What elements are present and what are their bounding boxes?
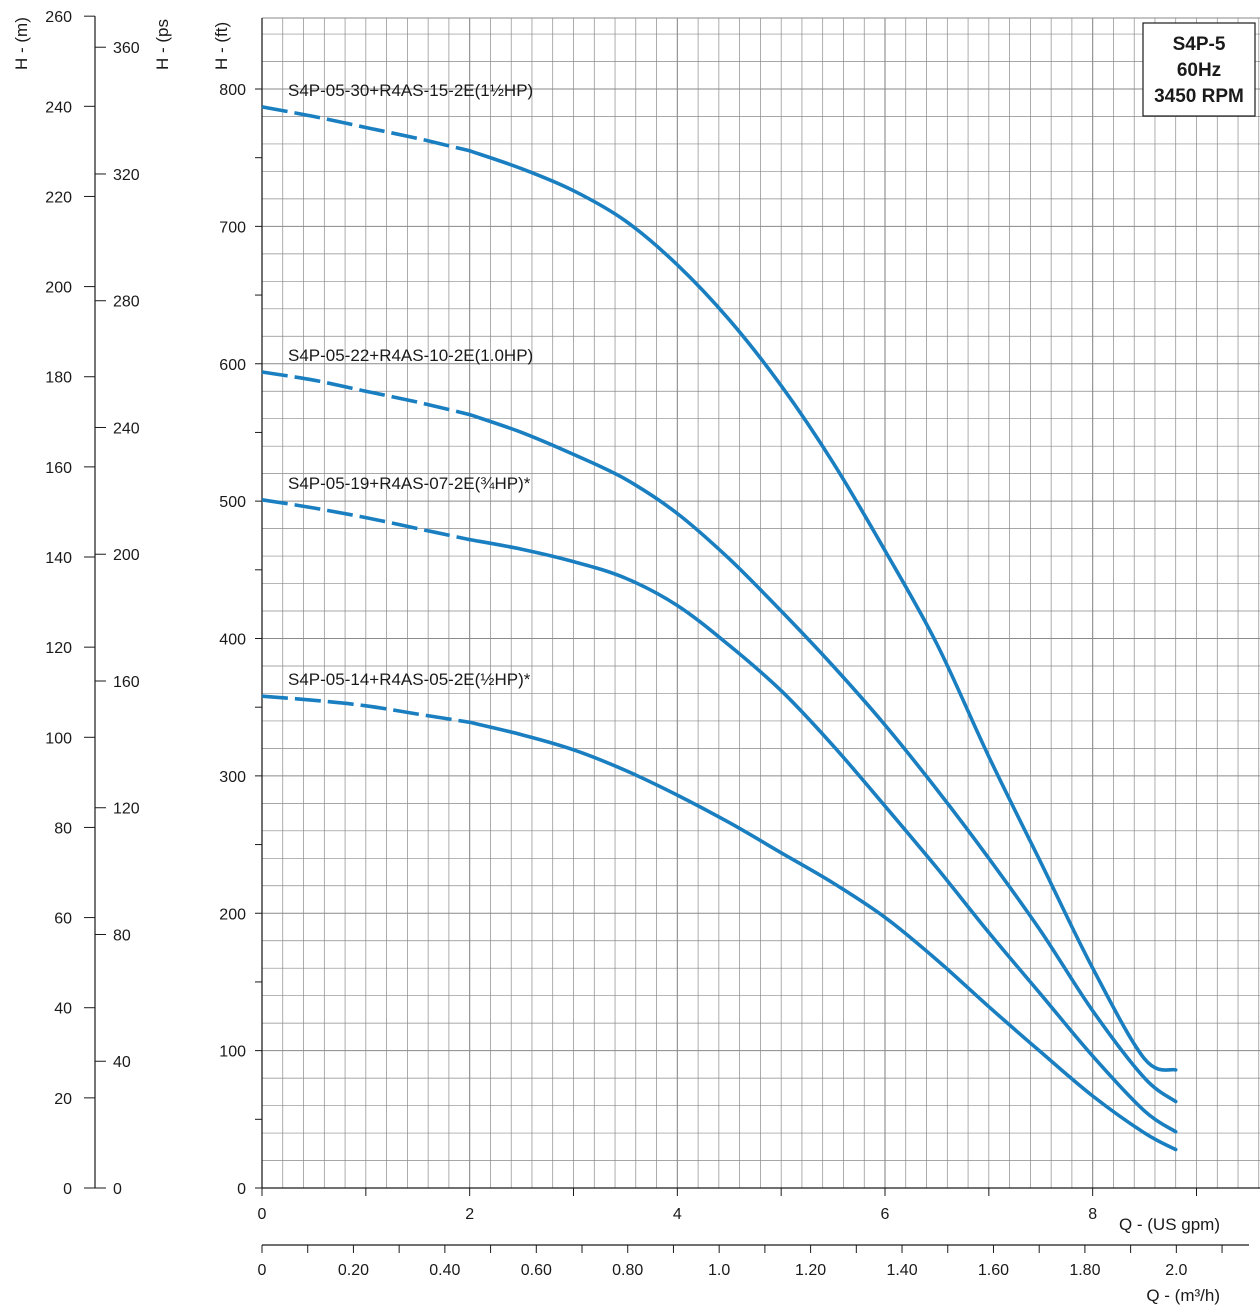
y-psi-tick-label: 0 bbox=[113, 1181, 122, 1198]
chart-title-line-3: 3450 RPM bbox=[1154, 86, 1244, 107]
y-ft-tick-label: 0 bbox=[237, 1181, 246, 1198]
series-curve-3 bbox=[261, 498, 1178, 1134]
y-m-tick-label: 180 bbox=[45, 370, 72, 387]
chart-title-line-1: S4P-5 bbox=[1173, 34, 1226, 55]
series-label-2: S4P-05-22+R4AS-10-2E(1.0HP) bbox=[288, 346, 533, 365]
x-m3h-tick-label: 0 bbox=[258, 1262, 267, 1279]
y-psi-tick-label: 280 bbox=[113, 294, 140, 311]
series-curve-4 bbox=[261, 694, 1178, 1152]
series-label-4: S4P-05-14+R4AS-05-2E(½HP)* bbox=[288, 670, 531, 689]
y-axis-title-m: H - (m) bbox=[12, 17, 31, 70]
x-m3h-tick-label: 0.60 bbox=[521, 1262, 552, 1279]
x-m3h-tick-label: 2.0 bbox=[1165, 1262, 1187, 1279]
y-m-tick-label: 100 bbox=[45, 730, 72, 747]
x-gpm-tick-label: 4 bbox=[673, 1206, 682, 1223]
x-m3h-tick-label: 1.80 bbox=[1069, 1262, 1100, 1279]
y-ft-tick-label: 200 bbox=[219, 906, 246, 923]
y-ft-tick-label: 800 bbox=[219, 82, 246, 99]
y-psi-tick-label: 120 bbox=[113, 801, 140, 818]
y-m-tick-label: 160 bbox=[45, 460, 72, 477]
y-ft-tick-label: 100 bbox=[219, 1044, 246, 1061]
curve-dashed-segment bbox=[261, 370, 471, 417]
y-psi-tick-label: 240 bbox=[113, 420, 140, 437]
x-gpm-tick-label: 2 bbox=[465, 1206, 474, 1223]
y-axis-title-psi: H - (ps bbox=[153, 19, 172, 70]
series-curve-1 bbox=[261, 105, 1178, 1072]
y-m-tick-label: 260 bbox=[45, 9, 72, 26]
y-m-tick-label: 200 bbox=[45, 280, 72, 297]
plot-grid bbox=[261, 17, 1260, 1189]
curve-dashed-segment bbox=[261, 498, 471, 542]
y-axis-title-ft: H - (ft) bbox=[212, 22, 231, 70]
series-label-3: S4P-05-19+R4AS-07-2E(¾HP)* bbox=[288, 474, 531, 493]
y-ft-tick-label: 500 bbox=[219, 494, 246, 511]
curve-solid-segment bbox=[467, 149, 1178, 1072]
x-m3h-tick-label: 0.80 bbox=[612, 1262, 643, 1279]
title-box-frame bbox=[1142, 22, 1256, 117]
y-m-tick-label: 80 bbox=[54, 820, 72, 837]
series-label-1: S4P-05-30+R4AS-15-2E(1½HP) bbox=[288, 81, 533, 100]
x-axis-title-m3h: Q - (m³/h) bbox=[1146, 1286, 1220, 1305]
y-ft-tick-label: 300 bbox=[219, 769, 246, 786]
y-psi-tick-label: 160 bbox=[113, 674, 140, 691]
y-ft-tick-label: 600 bbox=[219, 357, 246, 374]
curve-labels: S4P-05-30+R4AS-15-2E(1½HP) S4P-05-22+R4AS… bbox=[288, 81, 533, 689]
performance-curves bbox=[261, 105, 1178, 1152]
x-m3h-tick-label: 1.60 bbox=[978, 1262, 1009, 1279]
x-m3h-tick-label: 1.20 bbox=[795, 1262, 826, 1279]
curve-solid-segment bbox=[467, 537, 1178, 1134]
y-m-tick-label: 240 bbox=[45, 99, 72, 116]
series-curve-2 bbox=[261, 370, 1178, 1104]
x-gpm-tick-label: 0 bbox=[258, 1206, 267, 1223]
y-m-tick-label: 60 bbox=[54, 911, 72, 928]
x-m3h-tick-label: 1.0 bbox=[708, 1262, 730, 1279]
curve-dashed-segment bbox=[261, 105, 471, 153]
chart-title-line-2: 60Hz bbox=[1177, 60, 1221, 81]
x-gpm-tick-label: 8 bbox=[1088, 1206, 1097, 1223]
x-m3h-tick-label: 0.20 bbox=[338, 1262, 369, 1279]
y-m-tick-label: 120 bbox=[45, 640, 72, 657]
chart-title-box: S4P-5 60Hz 3450 RPM bbox=[1142, 22, 1256, 117]
y-psi-tick-label: 80 bbox=[113, 927, 131, 944]
curve-solid-segment bbox=[467, 412, 1178, 1104]
y-psi-tick-label: 360 bbox=[113, 40, 140, 57]
curve-dashed-segment bbox=[261, 694, 470, 725]
y-m-tick-label: 20 bbox=[54, 1091, 72, 1108]
x-axis-title-gpm: Q - (US gpm) bbox=[1119, 1215, 1220, 1234]
y-m-tick-label: 220 bbox=[45, 189, 72, 206]
curve-solid-segment bbox=[467, 720, 1178, 1152]
x-gpm-tick-label: 6 bbox=[881, 1206, 890, 1223]
y-m-tick-label: 40 bbox=[54, 1001, 72, 1018]
y-psi-tick-label: 40 bbox=[113, 1054, 131, 1071]
y-psi-tick-label: 200 bbox=[113, 547, 140, 564]
y-ft-tick-label: 700 bbox=[219, 219, 246, 236]
y-m-tick-label: 140 bbox=[45, 550, 72, 567]
y-ft-tick-label: 400 bbox=[219, 632, 246, 649]
x-m3h-tick-label: 1.40 bbox=[886, 1262, 917, 1279]
y-m-tick-label: 0 bbox=[63, 1181, 72, 1198]
x-m3h-tick-label: 0.40 bbox=[429, 1262, 460, 1279]
y-psi-tick-label: 320 bbox=[113, 167, 140, 184]
